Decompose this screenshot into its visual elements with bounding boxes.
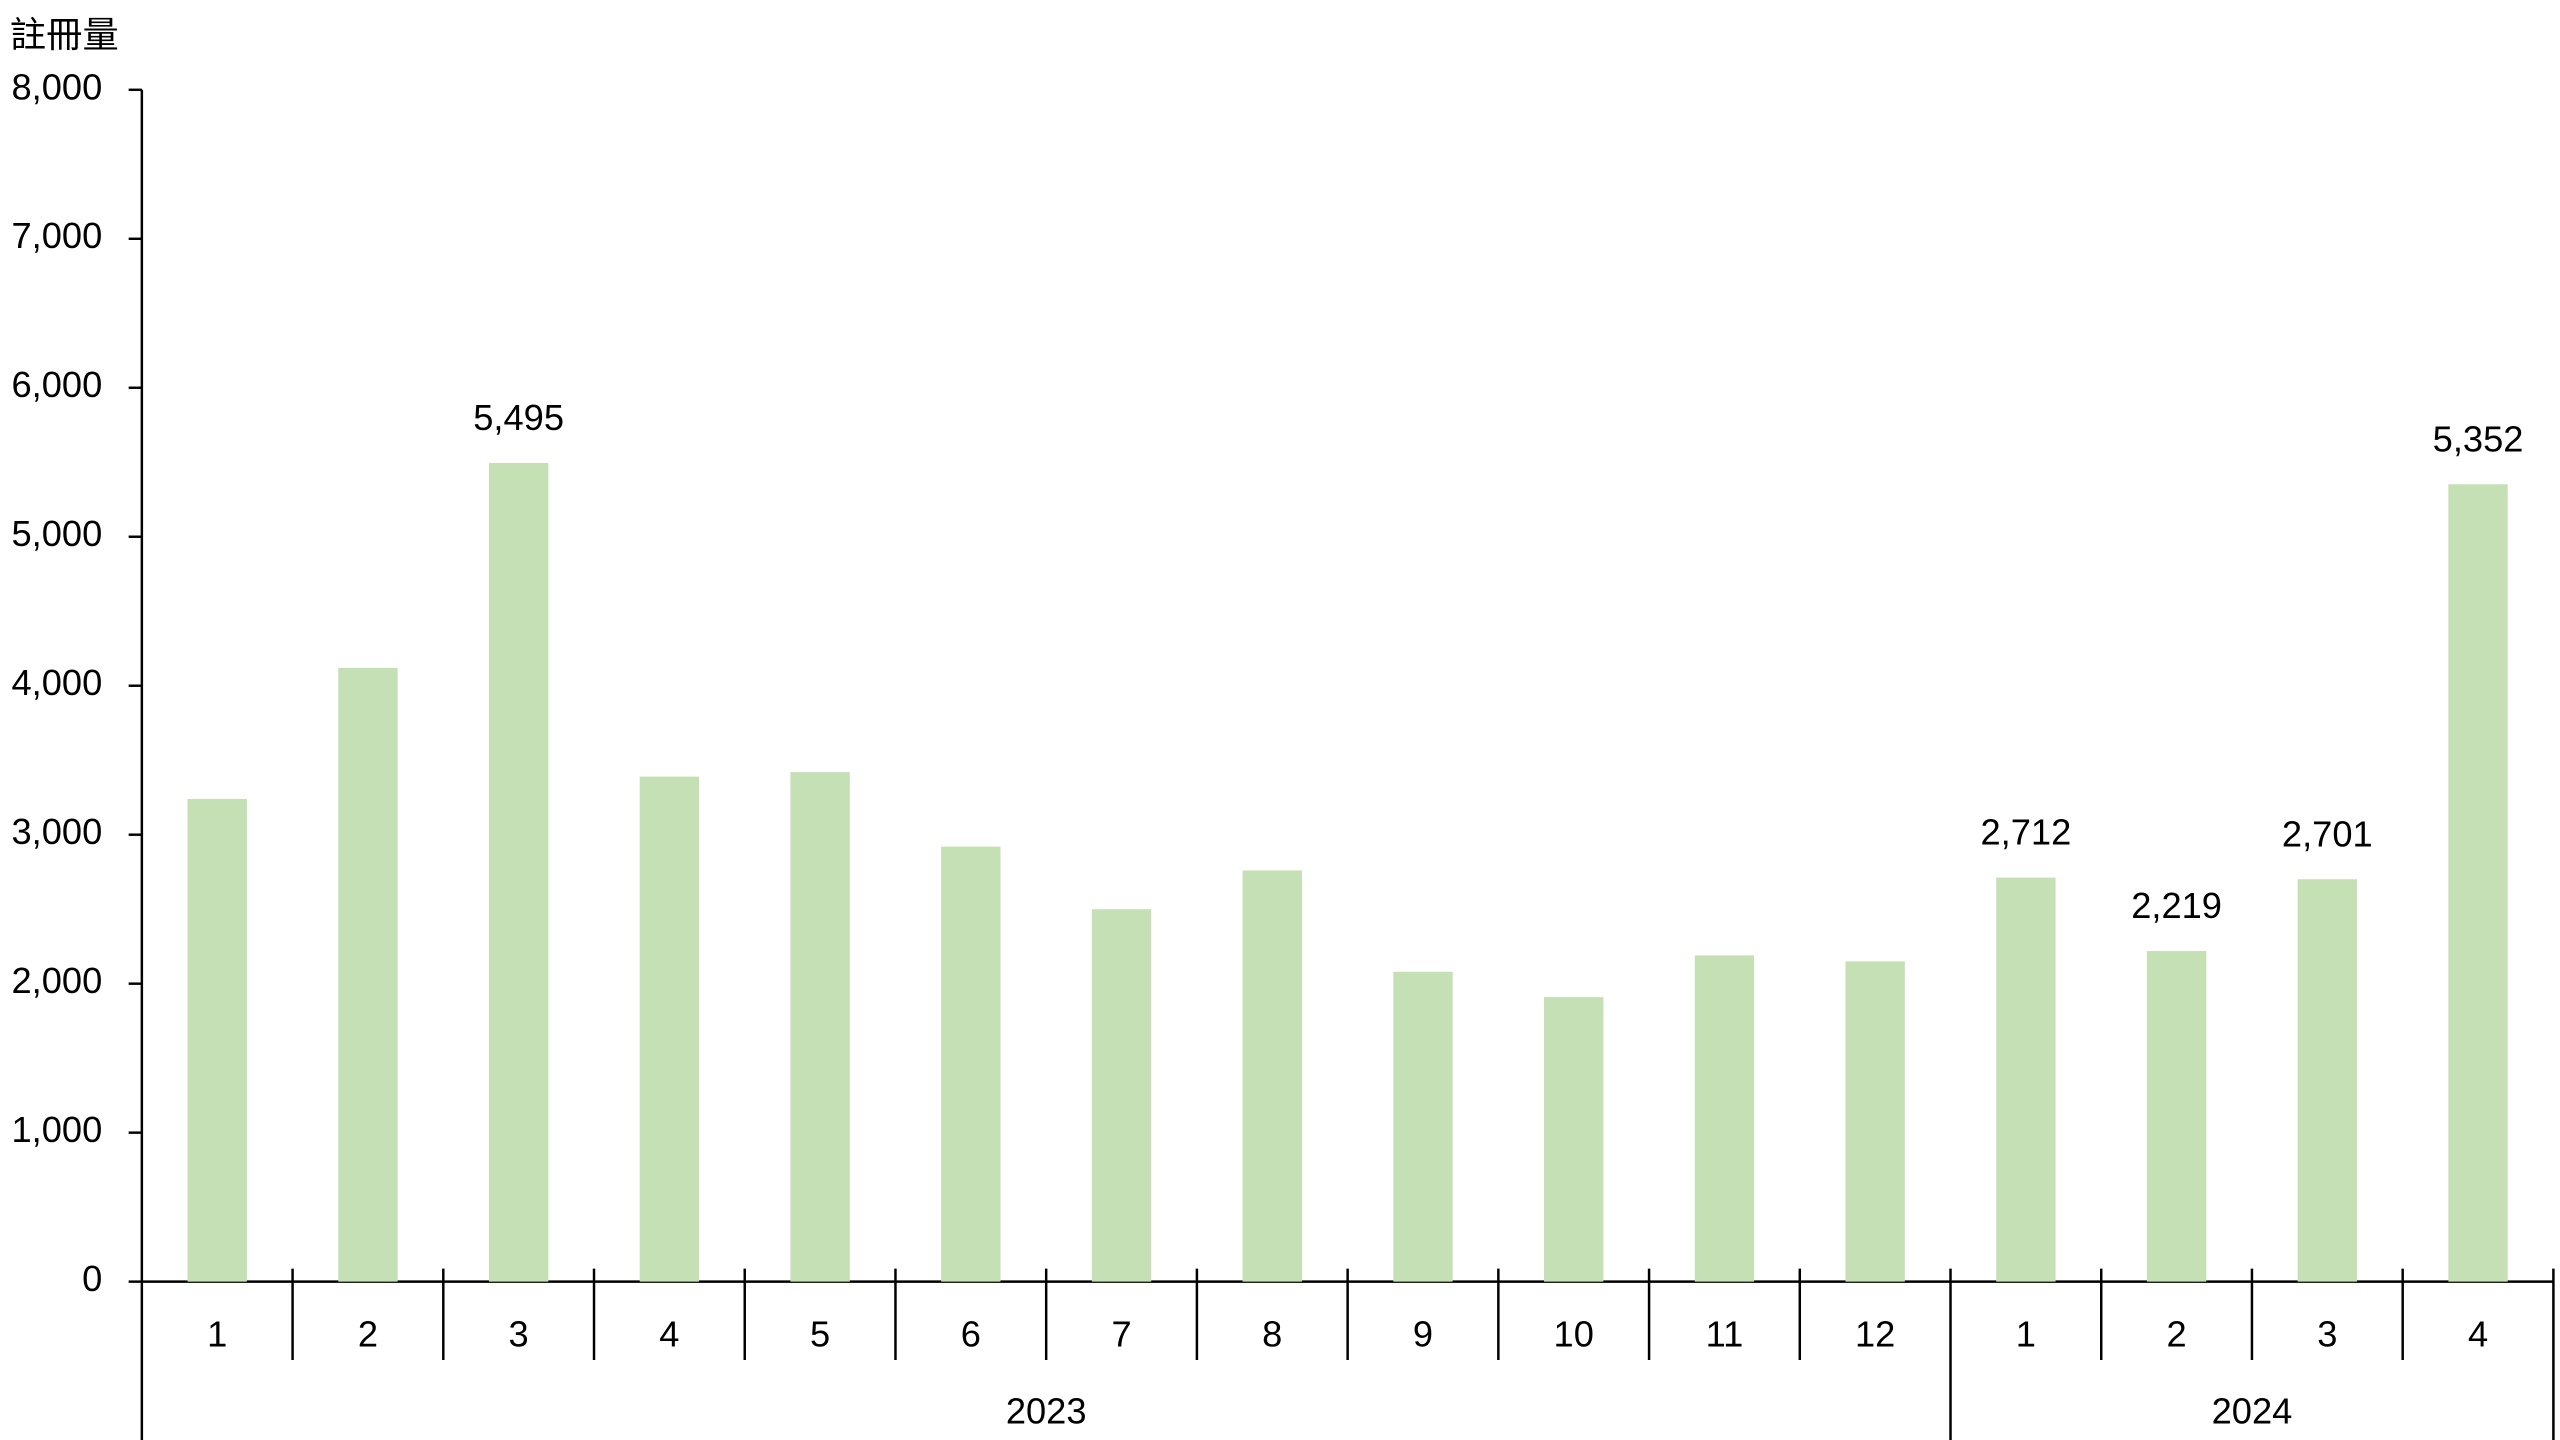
x-tick-label: 10 (1554, 1314, 1594, 1355)
x-tick-label: 2 (2167, 1314, 2187, 1355)
bar (2297, 879, 2358, 1282)
value-label: 2,701 (2282, 813, 2373, 854)
y-tick-label: 4,000 (11, 662, 102, 703)
bar (2448, 484, 2508, 1282)
bar (639, 776, 700, 1282)
x-tick-label: 1 (2016, 1314, 2036, 1355)
bar (790, 772, 850, 1282)
group-label: 2024 (2212, 1391, 2293, 1432)
bar (1091, 909, 1152, 1282)
x-tick-label: 11 (1706, 1314, 1744, 1355)
y-tick-label: 1,000 (11, 1109, 102, 1150)
value-label: 2,712 (1980, 812, 2071, 853)
y-tick-label: 8,000 (11, 66, 102, 107)
x-tick-label: 2 (358, 1314, 378, 1355)
bar (1694, 955, 1755, 1282)
y-tick-label: 0 (82, 1258, 102, 1299)
bar (187, 798, 247, 1282)
y-axis-title: 註冊量 (10, 14, 119, 55)
y-tick-label: 3,000 (11, 811, 102, 852)
y-tick-label: 2,000 (11, 960, 102, 1001)
bar (488, 462, 549, 1282)
bar (338, 667, 398, 1282)
x-tick-label: 1 (207, 1314, 227, 1355)
x-tick-label: 9 (1413, 1314, 1433, 1355)
x-tick-label: 4 (659, 1314, 679, 1355)
y-tick-label: 6,000 (11, 364, 102, 405)
group-label: 2023 (1006, 1391, 1087, 1432)
bar (1393, 971, 1453, 1282)
value-label: 5,495 (473, 397, 564, 438)
bar (2146, 951, 2207, 1282)
x-tick-label: 3 (509, 1314, 529, 1355)
x-tick-label: 5 (810, 1314, 830, 1355)
bar (1544, 997, 1604, 1282)
bar (1845, 961, 1905, 1282)
x-tick-label: 8 (1262, 1314, 1282, 1355)
value-label: 2,219 (2131, 885, 2222, 926)
y-tick-label: 5,000 (11, 513, 102, 554)
x-tick-label: 7 (1111, 1314, 1131, 1355)
x-tick-label: 3 (2317, 1314, 2337, 1355)
bar (941, 846, 1001, 1282)
x-tick-label: 4 (2468, 1314, 2488, 1355)
bar (1242, 870, 1302, 1282)
y-tick-label: 7,000 (11, 215, 102, 256)
x-tick-label: 6 (961, 1314, 981, 1355)
value-label: 5,352 (2433, 418, 2524, 459)
bar (1996, 877, 2056, 1282)
x-tick-label: 12 (1855, 1314, 1895, 1355)
